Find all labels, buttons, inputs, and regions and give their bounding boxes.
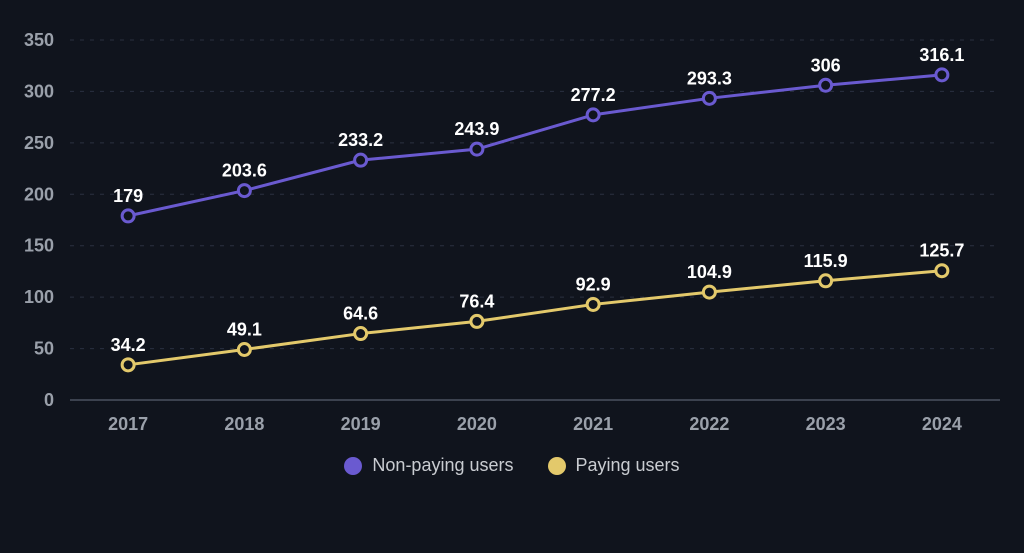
y-tick-label: 200 <box>24 184 54 204</box>
y-tick-label: 100 <box>24 287 54 307</box>
x-tick-label: 2023 <box>806 414 846 434</box>
y-tick-label: 350 <box>24 30 54 50</box>
data-point-paying <box>471 315 483 327</box>
legend-label: Non-paying users <box>372 455 513 476</box>
data-point-non_paying <box>820 79 832 91</box>
data-point-paying <box>238 343 250 355</box>
data-point-non_paying <box>355 154 367 166</box>
data-label-non_paying: 293.3 <box>687 68 732 88</box>
x-tick-label: 2018 <box>224 414 264 434</box>
data-label-paying: 49.1 <box>227 319 262 339</box>
data-point-non_paying <box>471 143 483 155</box>
x-tick-label: 2017 <box>108 414 148 434</box>
chart-legend: Non-paying users Paying users <box>0 455 1024 476</box>
data-label-paying: 115.9 <box>804 251 848 271</box>
data-point-paying <box>820 275 832 287</box>
x-tick-label: 2024 <box>922 414 962 434</box>
data-point-non_paying <box>587 109 599 121</box>
data-label-paying: 76.4 <box>459 291 494 311</box>
y-tick-label: 250 <box>24 133 54 153</box>
data-point-paying <box>936 265 948 277</box>
x-tick-label: 2022 <box>689 414 729 434</box>
x-tick-label: 2020 <box>457 414 497 434</box>
legend-item-paying: Paying users <box>548 455 680 476</box>
data-label-paying: 104.9 <box>687 262 732 282</box>
data-label-non_paying: 243.9 <box>454 119 499 139</box>
y-tick-label: 300 <box>24 81 54 101</box>
data-point-paying <box>355 328 367 340</box>
data-label-non_paying: 316.1 <box>919 45 964 65</box>
y-tick-label: 150 <box>24 236 54 256</box>
data-point-non_paying <box>703 92 715 104</box>
legend-label: Paying users <box>576 455 680 476</box>
data-point-non_paying <box>122 210 134 222</box>
data-label-non_paying: 306 <box>811 55 841 75</box>
data-label-non_paying: 277.2 <box>571 85 616 105</box>
data-label-non_paying: 179 <box>113 186 143 206</box>
data-label-paying: 34.2 <box>111 335 146 355</box>
data-point-paying <box>587 298 599 310</box>
legend-dot <box>344 457 362 475</box>
data-label-non_paying: 203.6 <box>222 161 267 181</box>
y-tick-label: 50 <box>34 339 54 359</box>
y-tick-label: 0 <box>44 390 54 410</box>
data-label-paying: 92.9 <box>576 274 611 294</box>
x-tick-label: 2019 <box>341 414 381 434</box>
data-point-non_paying <box>936 69 948 81</box>
legend-item-non-paying: Non-paying users <box>344 455 513 476</box>
data-point-paying <box>703 286 715 298</box>
x-tick-label: 2021 <box>573 414 613 434</box>
users-line-chart: 0 50 100 150 200 250 300 350 2017 2018 2019 2020 202… <box>0 0 1024 553</box>
data-point-paying <box>122 359 134 371</box>
data-label-paying: 125.7 <box>919 241 964 261</box>
data-point-non_paying <box>238 185 250 197</box>
data-label-non_paying: 233.2 <box>338 130 383 150</box>
legend-dot <box>548 457 566 475</box>
data-label-paying: 64.6 <box>343 304 378 324</box>
